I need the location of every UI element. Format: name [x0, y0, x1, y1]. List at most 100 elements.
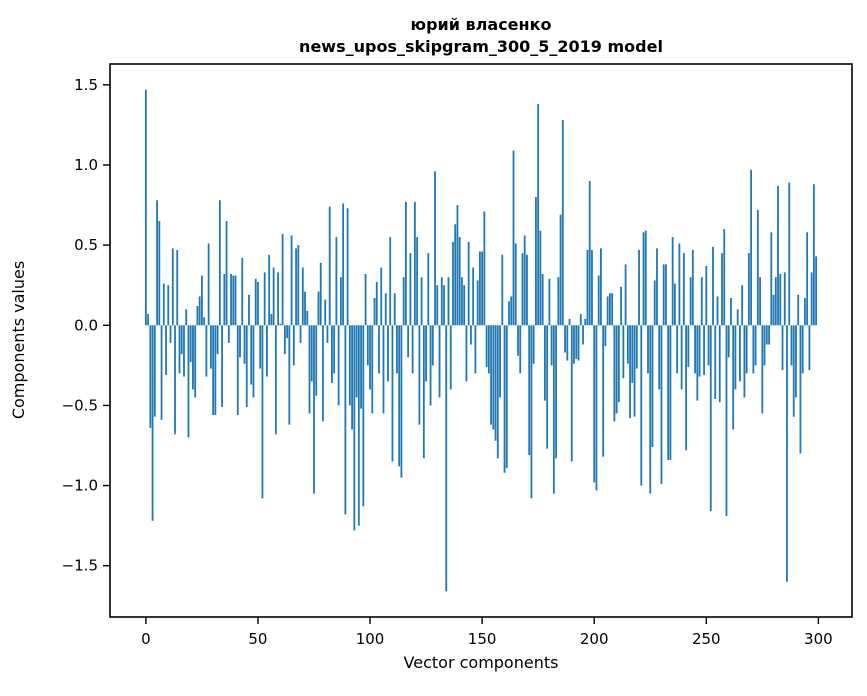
bar — [745, 325, 748, 374]
bar — [725, 325, 728, 517]
bar — [532, 325, 535, 364]
bar — [658, 325, 661, 390]
bar — [263, 272, 266, 326]
bar — [214, 325, 217, 416]
bar — [795, 325, 797, 398]
bar — [205, 325, 208, 377]
bar — [691, 249, 694, 326]
bar — [812, 184, 815, 326]
bar — [739, 325, 741, 382]
bar — [649, 325, 652, 494]
bar — [528, 325, 531, 456]
bar — [270, 314, 273, 326]
bar — [685, 325, 688, 451]
bar — [281, 233, 284, 326]
bar — [600, 248, 602, 326]
bar — [216, 325, 219, 355]
bar — [570, 325, 573, 462]
bar — [629, 325, 631, 419]
bar — [189, 325, 192, 363]
bar — [431, 325, 434, 366]
bar — [252, 325, 255, 398]
bar — [617, 325, 620, 403]
bar — [176, 249, 179, 326]
bar — [331, 325, 333, 383]
bar — [568, 318, 571, 326]
bar — [602, 325, 605, 457]
y-tick-label: −1.0 — [62, 477, 98, 495]
bar — [467, 241, 470, 326]
y-axis-label: Components values — [9, 261, 28, 419]
bar — [313, 325, 315, 494]
bar — [792, 325, 795, 417]
bar — [604, 325, 607, 347]
bar — [339, 277, 342, 326]
bar — [635, 325, 638, 369]
bar — [286, 325, 288, 339]
bar — [512, 150, 515, 326]
bar — [429, 325, 432, 406]
bar — [207, 243, 210, 326]
bar — [393, 293, 396, 326]
bar — [470, 325, 472, 345]
bar — [642, 232, 645, 326]
bar — [411, 325, 414, 374]
chart-subtitle: news_upos_skipgram_300_5_2019 model — [299, 37, 663, 56]
bar — [458, 237, 461, 326]
bar — [427, 253, 430, 326]
bar — [259, 325, 262, 369]
bar — [595, 325, 598, 491]
bar — [288, 325, 291, 425]
bar — [306, 310, 309, 326]
bar — [557, 277, 560, 326]
bar — [445, 325, 448, 592]
x-tick-label: 150 — [468, 630, 497, 648]
bar — [806, 232, 809, 326]
bar — [514, 243, 517, 326]
bar — [447, 277, 450, 326]
bar — [541, 273, 544, 326]
bar — [425, 325, 427, 382]
bar — [360, 325, 362, 409]
bar — [730, 298, 732, 326]
bar — [299, 325, 302, 343]
bar — [638, 249, 640, 326]
bar — [254, 278, 257, 326]
bar — [593, 325, 596, 483]
bar — [346, 208, 349, 326]
bar — [588, 181, 591, 326]
bar — [185, 309, 188, 326]
bar — [243, 325, 246, 364]
bar — [342, 203, 345, 326]
bar — [174, 325, 176, 435]
bar — [640, 325, 643, 486]
bar — [156, 200, 158, 326]
bar — [584, 318, 587, 326]
bar — [494, 325, 497, 441]
bar — [799, 325, 802, 454]
bar — [169, 325, 172, 343]
bar — [626, 325, 629, 364]
bar — [790, 325, 793, 366]
bar — [407, 325, 410, 358]
bar — [218, 200, 221, 326]
axes-spines — [109, 63, 853, 618]
bar — [582, 325, 584, 345]
bar — [736, 309, 739, 326]
bar — [241, 257, 244, 326]
bar — [201, 275, 203, 326]
bar — [402, 277, 405, 326]
bar — [788, 182, 791, 326]
bar — [452, 241, 454, 326]
bar — [438, 325, 441, 398]
bar — [290, 235, 293, 326]
bar — [523, 235, 526, 326]
y-tick-label: 1.0 — [74, 156, 98, 174]
bar — [656, 248, 658, 326]
bar — [420, 277, 423, 326]
bar — [674, 283, 676, 326]
bar — [696, 325, 699, 401]
bar — [647, 325, 649, 374]
